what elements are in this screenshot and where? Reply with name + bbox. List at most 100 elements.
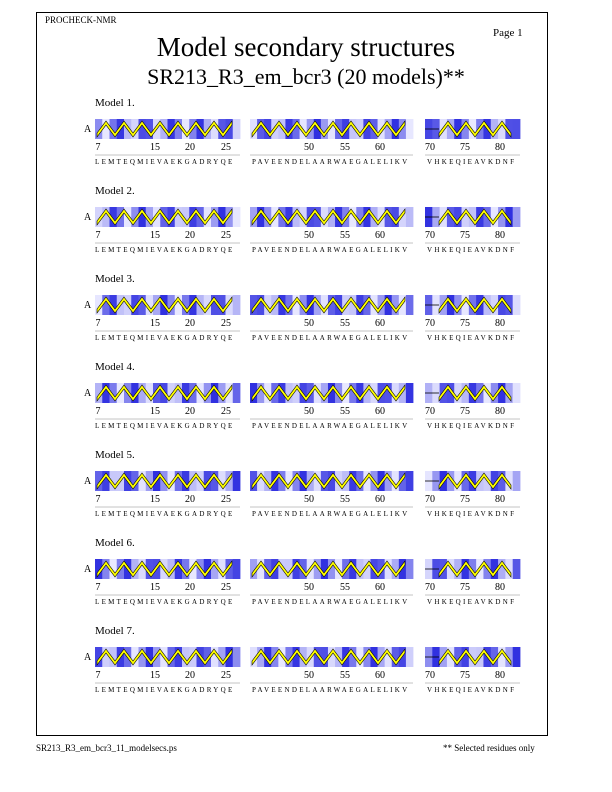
residue-cell <box>264 207 272 227</box>
sequence-text: LEMTEQMIEVAEKGADRYQE <box>95 422 235 430</box>
residue-cell <box>257 295 265 315</box>
residue-tick-label: 50 <box>304 318 314 329</box>
residue-cell <box>250 559 258 579</box>
residue-cell <box>218 295 226 315</box>
sequence-text: VHKEQIEAVKDNF <box>427 158 517 166</box>
residue-cell <box>264 559 272 579</box>
residue-cell <box>468 207 477 227</box>
residue-cell <box>512 119 521 139</box>
residue-cell <box>292 295 301 315</box>
residue-cell <box>498 559 506 579</box>
residue-cell <box>285 471 293 491</box>
residue-cell <box>391 383 400 403</box>
residue-cell <box>363 295 371 315</box>
residue-cell <box>232 559 241 579</box>
residue-cell <box>167 647 176 667</box>
residue-cell <box>285 647 293 667</box>
residue-cell <box>356 207 364 227</box>
residue-cell <box>405 471 414 491</box>
residue-cell <box>292 559 301 579</box>
residue-tick-label: 75 <box>460 670 470 681</box>
residue-cell <box>203 559 212 579</box>
residue-cell <box>505 119 514 139</box>
residue-cell <box>182 295 190 315</box>
residue-cell <box>257 471 265 491</box>
residue-cell <box>349 207 357 227</box>
residue-cell <box>285 295 293 315</box>
residue-cell <box>391 647 400 667</box>
residue-cell <box>285 207 293 227</box>
residue-cell <box>182 647 190 667</box>
sequence-text: PAVEENDELAARWAEGALELIKV <box>252 686 410 694</box>
page-frame <box>36 12 548 736</box>
residue-cell <box>232 295 241 315</box>
residue-cell <box>109 559 118 579</box>
residue-cell <box>356 383 364 403</box>
residue-cell <box>505 383 514 403</box>
residue-cell <box>167 295 176 315</box>
residue-cell <box>174 559 183 579</box>
residue-cell <box>232 207 241 227</box>
residue-tick-label: 60 <box>375 670 385 681</box>
residue-tick-label: 80 <box>495 670 505 681</box>
residue-cell <box>182 559 190 579</box>
residue-tick-label: 60 <box>375 230 385 241</box>
model-block: Model 5. A 7 15 20 25 LEMTEQMIEVAEKGADRYQE 50 55… <box>0 449 612 537</box>
residue-cell <box>461 471 470 491</box>
residue-cell <box>468 383 477 403</box>
sequence-text: VHKEQIEAVKDNF <box>427 246 517 254</box>
structure-track: 7 15 20 25 LEMTEQMIEVAEKGADRYQE 50 55 60 PAVEEND… <box>95 207 525 267</box>
residue-cell <box>468 119 477 139</box>
residue-cell <box>264 383 272 403</box>
residue-tick-label: 75 <box>460 318 470 329</box>
residue-tick-label: 75 <box>460 494 470 505</box>
helix-shape <box>438 296 512 314</box>
residue-cell <box>102 295 110 315</box>
helix-shape <box>251 208 406 226</box>
residue-cell <box>257 559 265 579</box>
residue-cell <box>313 295 322 315</box>
residue-cell <box>131 207 139 227</box>
secondary-structure-plot <box>95 295 521 332</box>
residue-tick-label: 7 <box>95 670 101 681</box>
structure-track: 7 15 20 25 LEMTEQMIEVAEKGADRYQE 50 55 60 PAVEEND… <box>95 471 525 531</box>
residue-tick-label: 80 <box>495 582 505 593</box>
residue-tick-label: 25 <box>221 670 231 681</box>
helix-shape <box>251 296 406 314</box>
helix-shape <box>96 648 233 666</box>
residue-cell <box>363 471 371 491</box>
residue-cell <box>102 119 110 139</box>
model-label: Model 3. <box>95 273 135 285</box>
residue-cell <box>264 119 272 139</box>
residue-cell <box>391 119 400 139</box>
helix-shape <box>438 472 512 490</box>
residue-tick-label: 20 <box>185 494 195 505</box>
residue-cell <box>218 383 226 403</box>
residue-cell <box>461 207 470 227</box>
sequence-text: LEMTEQMIEVAEKGADRYQE <box>95 334 235 342</box>
residue-cell <box>203 471 212 491</box>
residue-tick-label: 15 <box>150 406 160 417</box>
residue-cell <box>363 647 371 667</box>
residue-cell <box>203 207 212 227</box>
residue-cell <box>505 207 514 227</box>
sequence-text: PAVEENDELAARWAEGALELIKV <box>252 422 410 430</box>
model-label: Model 7. <box>95 625 135 637</box>
residue-tick-label: 75 <box>460 406 470 417</box>
residue-cell <box>512 207 521 227</box>
residue-tick-label: 55 <box>340 142 350 153</box>
residue-cell <box>203 647 212 667</box>
residue-cell <box>95 383 103 403</box>
sequence-text: PAVEENDELAARWAEGALELIKV <box>252 246 410 254</box>
chain-label: A <box>84 476 92 487</box>
chain-label: A <box>84 564 92 575</box>
residue-tick-label: 75 <box>460 230 470 241</box>
residue-cell <box>356 471 364 491</box>
residue-cell <box>356 559 364 579</box>
residue-cell <box>356 119 364 139</box>
residue-tick-label: 55 <box>340 494 350 505</box>
sequence-text: PAVEENDELAARWAEGALELIKV <box>252 158 410 166</box>
residue-cell <box>131 471 139 491</box>
helix-shape <box>96 472 233 490</box>
residue-cell <box>250 207 258 227</box>
